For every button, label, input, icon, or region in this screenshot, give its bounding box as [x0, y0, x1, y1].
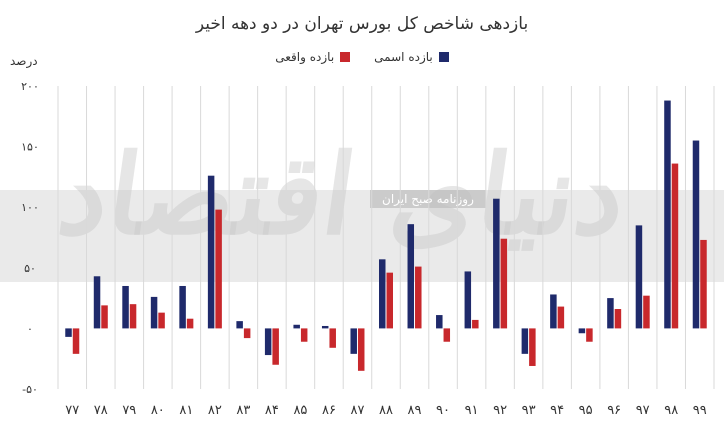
legend-label-nominal: بازده اسمی: [374, 50, 433, 64]
y-tick-label: ۵۰: [24, 262, 36, 275]
bar-nominal: [407, 224, 415, 329]
bar-nominal: [692, 140, 700, 329]
x-tick-label: ۹۹: [693, 403, 707, 418]
bar-real: [386, 272, 393, 329]
bar-real: [643, 295, 650, 329]
bar-nominal: [350, 328, 357, 354]
chart-title: بازدهی شاخص کل بورس تهران در دو دهه اخیر: [195, 14, 529, 34]
bar-real: [300, 328, 308, 342]
x-tick-label: ۹۲: [493, 403, 507, 418]
x-tick-label: ۸۳: [236, 403, 250, 418]
legend: بازده اسمی بازده واقعی: [0, 50, 724, 64]
x-tick-label: ۸۴: [265, 403, 279, 418]
bar-nominal: [464, 271, 472, 329]
bar-real: [329, 328, 336, 348]
x-tick-label: ۹۵: [579, 403, 593, 418]
y-axis-unit-label: درصد: [10, 54, 38, 68]
bar-nominal: [607, 298, 614, 329]
x-tick-label: ۸۶: [322, 403, 336, 418]
bar-real: [529, 328, 536, 366]
x-tick-label: ۹۰: [436, 403, 450, 418]
bar-nominal: [236, 321, 243, 329]
x-tick-label: ۸۷: [350, 403, 364, 418]
bar-real: [72, 328, 80, 354]
bar-nominal: [264, 328, 272, 356]
x-tick-label: ۸۸: [379, 403, 393, 418]
legend-swatch-nominal: [438, 52, 449, 62]
x-tick-label: ۸۰: [151, 403, 165, 418]
bar-nominal: [321, 325, 329, 329]
bar-real: [472, 319, 479, 329]
bar-real: [129, 304, 137, 329]
bar-nominal: [521, 328, 529, 354]
bar-real: [215, 209, 222, 329]
x-tick-label: ۸۹: [408, 403, 422, 418]
bar-nominal: [207, 175, 215, 329]
bar-nominal: [550, 294, 557, 329]
x-tick-label: ۹۶: [607, 403, 621, 418]
x-tick-label: ۸۲: [208, 403, 222, 418]
x-tick-label: ۹۸: [664, 403, 678, 418]
bar-nominal: [635, 225, 643, 329]
legend-label-real: بازده واقعی: [275, 50, 335, 64]
x-tick-label: ۷۸: [94, 403, 108, 418]
bar-nominal: [179, 285, 186, 329]
bar-real: [357, 328, 365, 371]
bar-real: [186, 318, 194, 329]
x-tick-label: ۸۱: [179, 403, 193, 418]
x-tick-label: ۹۴: [550, 403, 564, 418]
bar-nominal: [379, 259, 386, 329]
bar-nominal: [493, 198, 500, 329]
bar-nominal: [122, 285, 129, 329]
bar-nominal: [150, 296, 158, 329]
bar-real: [700, 239, 707, 329]
bar-nominal: [664, 100, 671, 329]
x-tick-label: ۹۳: [522, 403, 536, 418]
y-tick-label: -۵۰: [22, 383, 38, 396]
y-tick-label: ۱۰۰: [21, 201, 39, 214]
y-tick-label: ۰: [27, 322, 33, 335]
bar-real: [614, 309, 622, 329]
bar-real: [500, 238, 508, 329]
x-tick-label: ۹۷: [636, 403, 650, 418]
x-tick-label: ۹۱: [465, 403, 479, 418]
legend-item-real: بازده واقعی: [275, 50, 351, 64]
bar-real: [671, 163, 679, 329]
bar-real: [415, 266, 422, 329]
bar-real: [586, 328, 593, 342]
legend-swatch-real: [340, 52, 351, 62]
x-tick-label: ۸۵: [293, 403, 307, 418]
bar-real: [443, 328, 451, 342]
bar-nominal: [65, 328, 72, 337]
bar-real: [243, 328, 251, 339]
y-tick-label: ۱۵۰: [21, 141, 39, 154]
bar-real: [101, 305, 108, 329]
bar-nominal: [578, 328, 586, 334]
bar-real: [272, 328, 279, 365]
legend-item-nominal: بازده اسمی: [374, 50, 449, 64]
bar-nominal: [436, 315, 443, 329]
watermark-band: [0, 190, 724, 282]
bar-nominal: [93, 276, 101, 329]
x-tick-label: ۷۷: [65, 403, 79, 418]
bar-nominal: [293, 324, 300, 329]
bar-real: [158, 312, 165, 329]
y-tick-label: ۲۰۰: [21, 80, 39, 93]
bar-real: [557, 306, 565, 329]
x-tick-label: ۷۹: [122, 403, 136, 418]
